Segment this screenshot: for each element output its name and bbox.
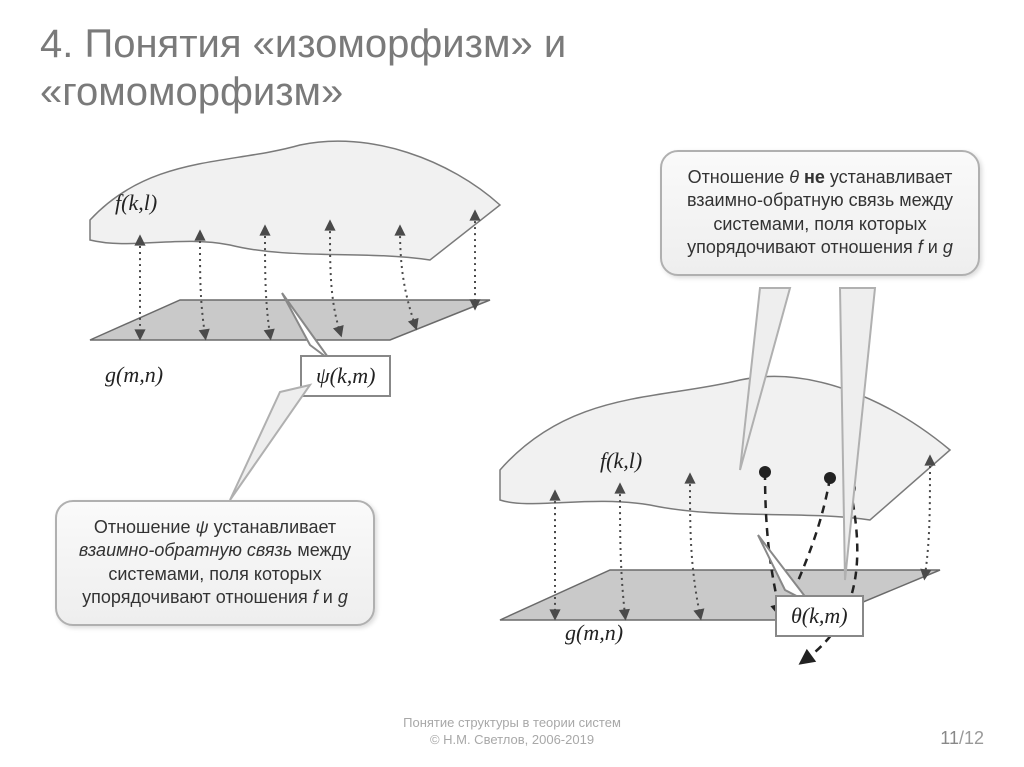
title-line1: 4. Понятия «изоморфизм» и bbox=[40, 22, 566, 66]
page-total: 12 bbox=[964, 728, 984, 748]
left-bottom-surface-label: g(m,n) bbox=[105, 362, 163, 388]
page-title: 4. Понятия «изоморфизм» и «гомоморфизм» bbox=[40, 20, 566, 116]
title-line2: «гомоморфизм» bbox=[40, 70, 343, 114]
page-current: 11 bbox=[940, 728, 959, 748]
right-callout: Отношение θ не устанавливает взаимно-обр… bbox=[660, 150, 980, 276]
left-top-surface-label: f(k,l) bbox=[115, 190, 157, 216]
footer-line2: © Н.М. Светлов, 2006-2019 bbox=[430, 732, 594, 747]
page-number: 11/12 bbox=[940, 728, 984, 749]
right-bottom-surface-label: g(m,n) bbox=[565, 620, 623, 646]
footer-line1: Понятие структуры в теории систем bbox=[403, 715, 621, 730]
left-callout: Отношение ψ устанавливает взаимно-обратн… bbox=[55, 500, 375, 626]
right-top-surface-label: f(k,l) bbox=[600, 448, 642, 474]
right-callout-tails bbox=[700, 280, 940, 530]
diagram-area: f(k,l) g(m,n) ψ(k,m) Отношение ψ устанав… bbox=[0, 130, 1024, 730]
footer: Понятие структуры в теории систем © Н.М.… bbox=[0, 715, 1024, 749]
theta-label: θ(k,m) bbox=[775, 595, 864, 637]
